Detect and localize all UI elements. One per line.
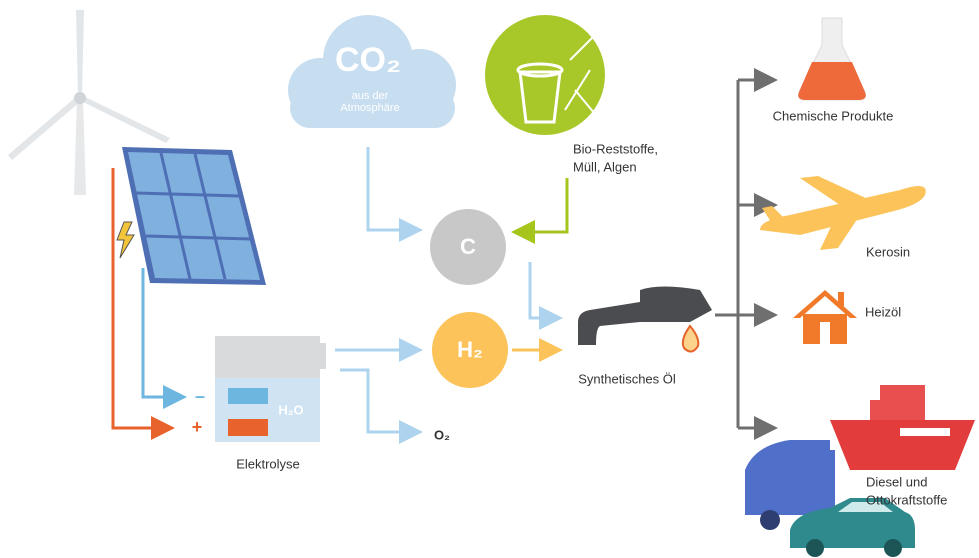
output-label: Heizöl xyxy=(865,304,901,319)
bio-arrow xyxy=(514,178,567,232)
flask-icon xyxy=(798,18,865,100)
co2-formula: CO₂ xyxy=(335,41,401,79)
house-door xyxy=(820,322,830,344)
output-label: Ottokraftstoffe xyxy=(866,492,947,507)
ship-icon xyxy=(830,385,975,470)
bio-caption: Müll, Algen xyxy=(573,159,637,174)
electrolysis-label: Elektrolyse xyxy=(236,456,300,471)
co2-caption: aus der xyxy=(352,90,389,102)
co2-caption: Atmosphäre xyxy=(340,102,399,114)
plus-sign: + xyxy=(192,417,203,437)
bio-icon xyxy=(485,15,605,135)
output-label: Chemische Produkte xyxy=(773,108,894,123)
oxygen-arrow xyxy=(340,370,420,432)
oxygen-label: O₂ xyxy=(434,427,450,442)
output-label: Kerosin xyxy=(866,244,910,259)
bio-caption: Bio-Reststoffe, xyxy=(573,141,658,156)
electrolysis-unit xyxy=(215,336,326,442)
product-label: Synthetisches Öl xyxy=(578,371,676,386)
fuel-nozzle xyxy=(578,287,712,352)
distribution-arrows xyxy=(715,80,775,428)
page: { "sources": { "co2": {"formula": "CO₂",… xyxy=(0,0,979,558)
carbon-arrow xyxy=(530,262,560,318)
co2-arrow xyxy=(368,147,420,230)
plane-icon xyxy=(760,176,926,250)
carbon-label: C xyxy=(460,234,476,259)
hydrogen-label: H₂ xyxy=(457,337,483,362)
lightning-icon xyxy=(117,222,134,258)
negative-wire xyxy=(143,268,184,397)
solar-panel xyxy=(122,147,266,285)
water-label: H₂O xyxy=(278,402,303,417)
output-label: Diesel und xyxy=(866,474,927,489)
diagram: – + H₂O Elektrolyse CO₂ aus der Atmosphä… xyxy=(0,0,979,558)
minus-sign: – xyxy=(195,386,205,406)
